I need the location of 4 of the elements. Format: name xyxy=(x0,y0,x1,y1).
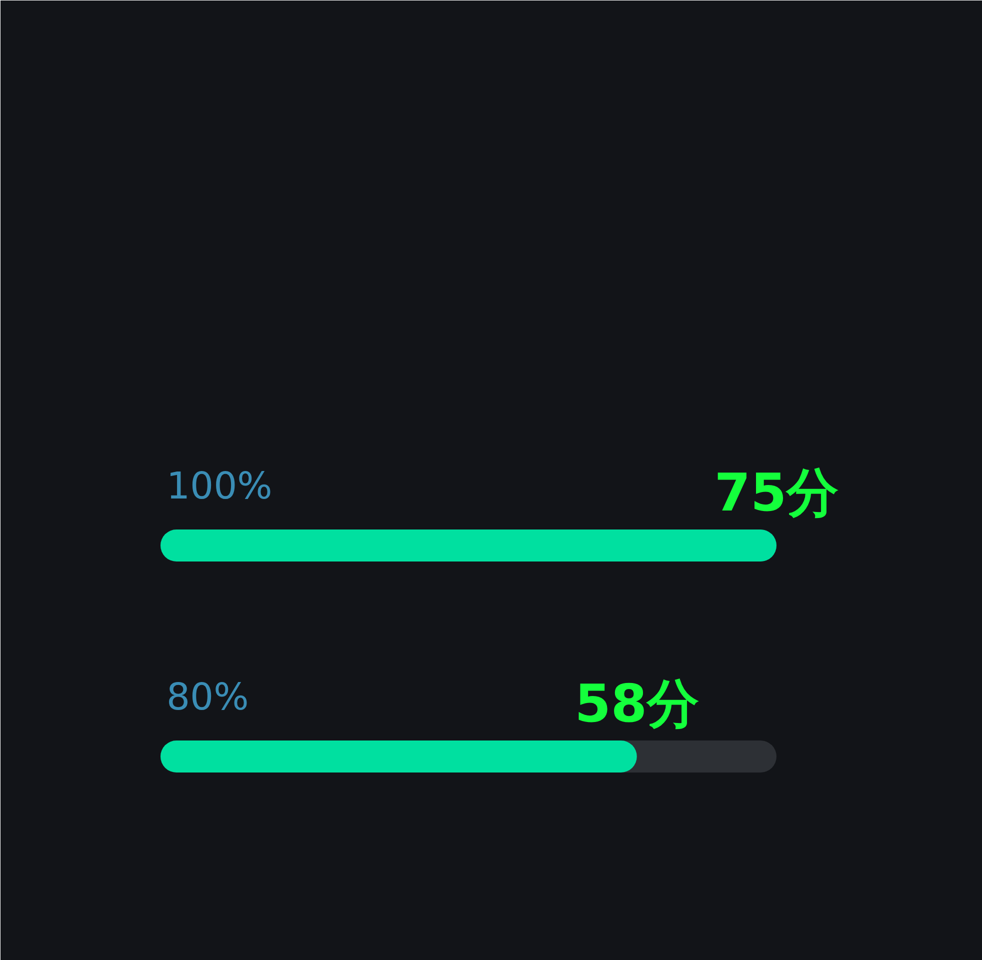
y-tick-label: 100% xyxy=(166,464,272,508)
data-label: 75分 xyxy=(714,464,839,524)
y-tick-label: 80% xyxy=(166,676,249,718)
data-label: 58分 xyxy=(574,674,700,734)
